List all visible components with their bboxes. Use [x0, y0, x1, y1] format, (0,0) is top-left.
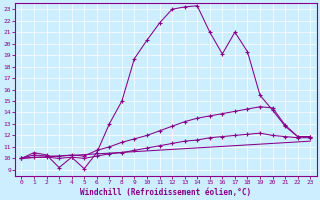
X-axis label: Windchill (Refroidissement éolien,°C): Windchill (Refroidissement éolien,°C) [80, 188, 252, 197]
